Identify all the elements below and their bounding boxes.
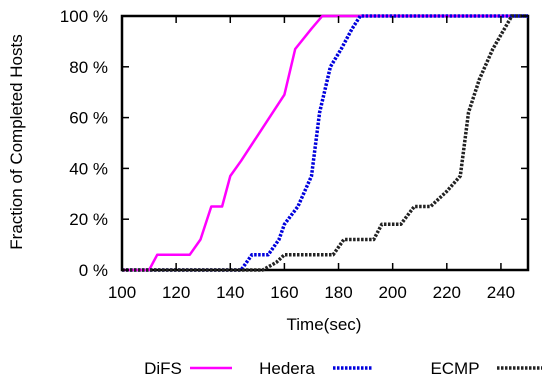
x-tick-label: 100 bbox=[108, 283, 136, 302]
legend-label-ecmp: ECMP bbox=[430, 359, 479, 378]
series-line-ecmp bbox=[122, 14, 528, 272]
x-tick-label: 240 bbox=[487, 283, 515, 302]
y-axis-label: Fraction of Completed Hosts bbox=[7, 34, 26, 249]
y-tick-label: 40 % bbox=[69, 159, 108, 178]
x-tick-label: 220 bbox=[433, 283, 461, 302]
y-tick-label: 0 % bbox=[79, 261, 108, 280]
y-tick-label: 20 % bbox=[69, 210, 108, 229]
legend-label-hedera: Hedera bbox=[259, 359, 315, 378]
y-tick-label: 100 % bbox=[60, 7, 108, 26]
legend: DiFS Hedera ECMP bbox=[144, 359, 542, 378]
plot-frame bbox=[120, 14, 530, 272]
axis-ticks: 100 120 140 160 180 200 220 240 0 % 20 % 40 % 60 % 8… bbox=[60, 7, 528, 302]
x-tick-label: 160 bbox=[270, 283, 298, 302]
series-line-difs bbox=[122, 14, 528, 272]
x-axis-label: Time(sec) bbox=[287, 315, 362, 334]
x-tick-label: 200 bbox=[378, 283, 406, 302]
x-tick-label: 140 bbox=[216, 283, 244, 302]
y-tick-label: 80 % bbox=[69, 58, 108, 77]
x-tick-label: 180 bbox=[324, 283, 352, 302]
legend-label-difs: DiFS bbox=[144, 359, 182, 378]
series-lines bbox=[122, 14, 528, 272]
series-line-hedera bbox=[122, 14, 528, 272]
y-tick-label: 60 % bbox=[69, 109, 108, 128]
plot-border bbox=[120, 14, 530, 272]
x-tick-label: 120 bbox=[162, 283, 190, 302]
